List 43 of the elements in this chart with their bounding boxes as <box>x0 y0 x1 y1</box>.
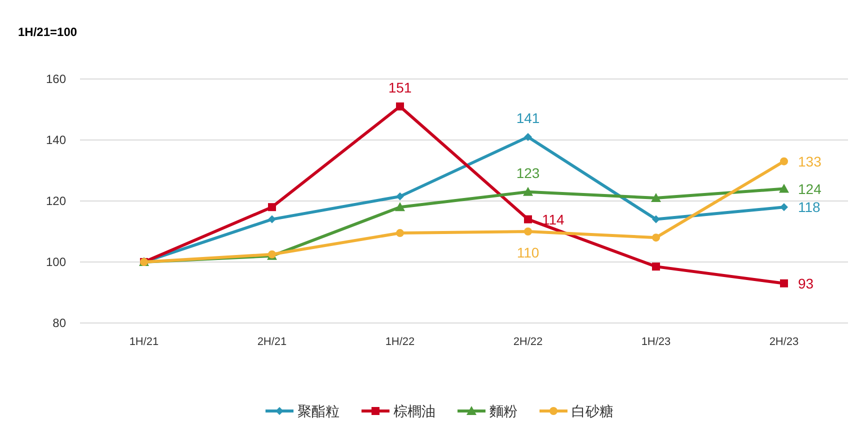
data-label: 151 <box>388 79 412 96</box>
y-tick-label: 140 <box>46 133 66 147</box>
point <box>524 132 532 141</box>
y-tick-label: 120 <box>46 194 66 208</box>
y-tick-label: 80 <box>52 316 66 330</box>
point <box>652 215 660 224</box>
point <box>524 215 532 224</box>
data-label: 141 <box>516 110 540 126</box>
point <box>395 202 405 212</box>
point <box>651 192 661 202</box>
legend-label: 麵粉 <box>490 403 518 419</box>
point <box>652 234 660 242</box>
data-label: 123 <box>516 164 540 181</box>
point <box>523 186 533 196</box>
data-label: 124 <box>798 180 822 197</box>
point <box>268 203 276 212</box>
x-tick-label: 2H/22 <box>513 336 543 348</box>
point <box>396 229 404 238</box>
point <box>268 215 276 224</box>
point <box>652 262 660 271</box>
point <box>524 228 532 236</box>
data-label: 114 <box>542 211 565 228</box>
point <box>780 203 788 212</box>
data-label: 93 <box>798 275 814 292</box>
point <box>779 184 789 193</box>
data-label: 133 <box>798 153 822 170</box>
y-axis-title: 1H/21=100 <box>18 25 78 39</box>
point <box>396 102 404 110</box>
point <box>780 157 788 166</box>
point <box>780 279 788 288</box>
x-tick-label: 1H/21 <box>129 336 159 348</box>
point <box>396 192 404 200</box>
legend-label: 棕櫚油 <box>394 403 436 419</box>
y-tick-label: 160 <box>46 72 66 86</box>
data-label: 118 <box>798 199 821 216</box>
legend-label: 聚酯粒 <box>298 403 340 419</box>
x-tick-label: 2H/23 <box>769 336 799 348</box>
legend-label: 白砂糖 <box>572 403 614 419</box>
x-tick-label: 1H/23 <box>641 336 671 348</box>
x-tick-label: 2H/21 <box>257 336 287 348</box>
x-tick-label: 1H/22 <box>385 336 415 348</box>
data-label: 110 <box>516 244 540 260</box>
y-tick-label: 100 <box>46 255 66 269</box>
